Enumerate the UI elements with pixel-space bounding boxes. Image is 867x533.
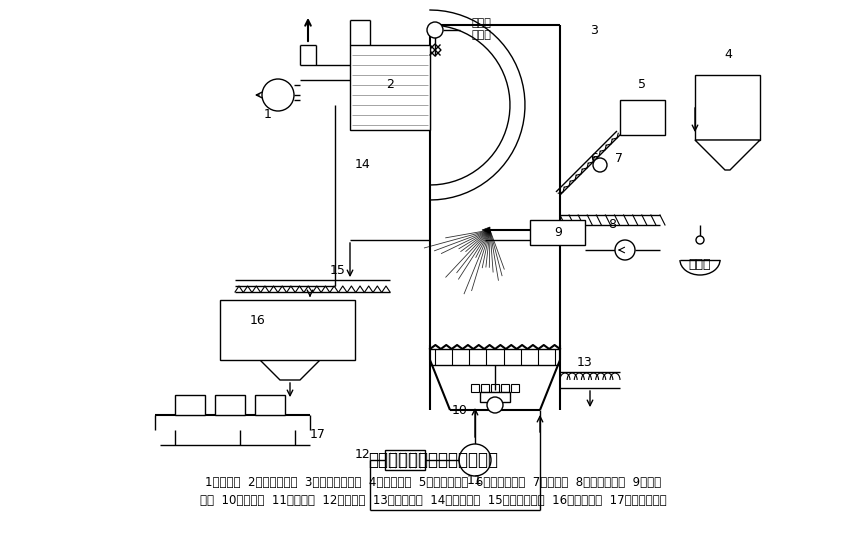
Text: 15: 15 — [330, 263, 346, 277]
Circle shape — [487, 397, 503, 413]
Text: 2: 2 — [386, 78, 394, 92]
Bar — [511, 384, 519, 392]
Circle shape — [615, 240, 635, 260]
Text: 空气  10－搅拌机  11－鼓风机  12－加热器  13－排料螺旋  14－风筛分级  15－成品输送机  16－成品储槽  17－计量包装机: 空气 10－搅拌机 11－鼓风机 12－加热器 13－排料螺旋 14－风筛分级 … — [199, 494, 667, 506]
Text: 12: 12 — [355, 448, 370, 462]
Text: 1－排风机  2－袋式过滤器  3－流化床造粒器  4－原料储仓  5－定量给料机  6－计量输送机  7－回转阀  8－投料输送机  9－雾化: 1－排风机 2－袋式过滤器 3－流化床造粒器 4－原料储仓 5－定量给料机 6－… — [205, 475, 661, 489]
Text: 流化床喷涂黏附造粒装置流程: 流化床喷涂黏附造粒装置流程 — [368, 451, 498, 469]
Text: 14: 14 — [355, 158, 370, 172]
Polygon shape — [429, 44, 441, 56]
Polygon shape — [695, 140, 760, 170]
Bar — [620, 100, 665, 135]
Text: 9: 9 — [554, 225, 562, 238]
Text: 缩空气: 缩空气 — [472, 30, 492, 40]
Circle shape — [459, 444, 491, 476]
Text: 17: 17 — [310, 429, 326, 441]
Polygon shape — [482, 227, 490, 233]
Text: 7: 7 — [615, 151, 623, 165]
Bar — [481, 384, 489, 392]
Text: 3: 3 — [590, 23, 598, 36]
Bar — [220, 300, 355, 360]
Text: 16: 16 — [250, 313, 266, 327]
Bar — [491, 384, 499, 392]
Circle shape — [696, 236, 704, 244]
Bar — [501, 384, 509, 392]
Bar — [175, 395, 205, 415]
Text: 8: 8 — [608, 219, 616, 231]
Text: 5: 5 — [638, 78, 646, 92]
Text: 黏结液: 黏结液 — [688, 259, 711, 271]
Bar — [530, 220, 585, 245]
Bar — [480, 392, 510, 402]
Text: 10: 10 — [452, 403, 468, 416]
Text: 6: 6 — [590, 151, 598, 165]
Bar — [350, 45, 430, 130]
Bar — [471, 384, 479, 392]
Polygon shape — [695, 75, 760, 140]
Bar — [385, 450, 425, 470]
Circle shape — [262, 79, 294, 111]
Circle shape — [593, 158, 607, 172]
Text: 反吹压: 反吹压 — [472, 18, 492, 28]
Bar — [215, 395, 245, 415]
Text: 11: 11 — [467, 473, 483, 487]
Circle shape — [427, 22, 443, 38]
Text: 1: 1 — [264, 109, 272, 122]
Text: 4: 4 — [724, 49, 732, 61]
Bar — [255, 395, 285, 415]
Polygon shape — [260, 360, 320, 380]
Text: 13: 13 — [577, 356, 593, 368]
